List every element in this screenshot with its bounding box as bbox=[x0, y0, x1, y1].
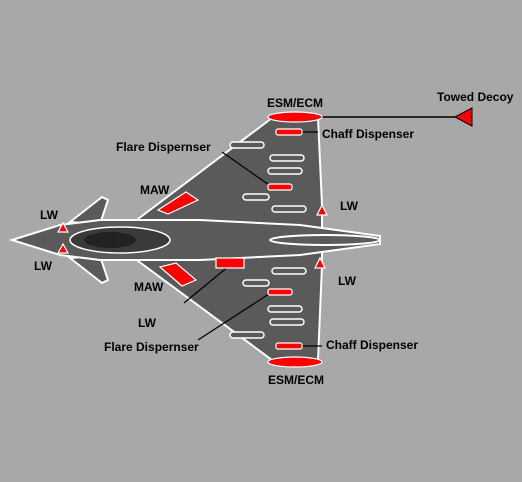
esm-ecm-pod-top bbox=[267, 111, 323, 123]
pylon-store-bottom-2 bbox=[267, 305, 303, 313]
pylon-store-bottom-5 bbox=[271, 267, 307, 275]
lw-label-nose-bottom: LW bbox=[34, 259, 52, 273]
chaff-dispenser-top bbox=[275, 128, 303, 136]
chaff-dispenser-bottom bbox=[275, 342, 303, 350]
lw-label-nose-top: LW bbox=[40, 208, 58, 222]
pylon-store-top-2 bbox=[267, 167, 303, 175]
lw-wing-bottom-sensor bbox=[314, 256, 326, 269]
pylon-store-top-4 bbox=[229, 141, 265, 149]
tail-fin bbox=[269, 234, 381, 246]
esm-ecm-label-bottom: ESM/ECM bbox=[268, 373, 325, 387]
towed-decoy bbox=[453, 107, 473, 127]
chaff-dispenser-label-top: Chaff Dispenser bbox=[322, 127, 415, 141]
lw-label-fuselage: LW bbox=[138, 316, 156, 330]
towed-decoy-label: Towed Decoy bbox=[437, 90, 514, 104]
pylon-store-bottom-3 bbox=[242, 279, 270, 287]
flare-dispenser-label-top: Flare Dispernser bbox=[116, 140, 211, 154]
esm-ecm-label-top: ESM/ECM bbox=[267, 96, 324, 110]
pylon-store-top-5 bbox=[271, 205, 307, 213]
maw-label-top: MAW bbox=[140, 183, 170, 197]
lw-label-wing-top: LW bbox=[340, 199, 358, 213]
canopy-glass bbox=[84, 232, 136, 248]
flare-dispenser-bottom bbox=[267, 288, 293, 296]
pylon-store-bottom-1 bbox=[269, 318, 305, 326]
pylon-store-bottom-4 bbox=[229, 331, 265, 339]
pylon-store-top-1 bbox=[269, 154, 305, 162]
flare-dispenser-label-bottom: Flare Dispernser bbox=[104, 340, 199, 354]
lw-label-wing-bottom: LW bbox=[338, 274, 356, 288]
flare-dispenser-top bbox=[267, 183, 293, 191]
maw-label-bottom: MAW bbox=[134, 280, 164, 294]
lw-fuselage-sensor bbox=[215, 257, 245, 269]
lw-nose-bottom-sensor bbox=[56, 242, 70, 254]
lw-wing-top-sensor bbox=[316, 203, 328, 216]
maw-sensor-bottom bbox=[158, 262, 198, 287]
sensor-group bbox=[56, 111, 328, 368]
chaff-dispenser-label-bottom: Chaff Dispenser bbox=[326, 338, 419, 352]
pylon-store-top-3 bbox=[242, 193, 270, 201]
esm-ecm-pod-bottom bbox=[267, 356, 323, 368]
lw-nose-top-sensor bbox=[56, 221, 70, 233]
maw-sensor-top bbox=[156, 191, 200, 215]
